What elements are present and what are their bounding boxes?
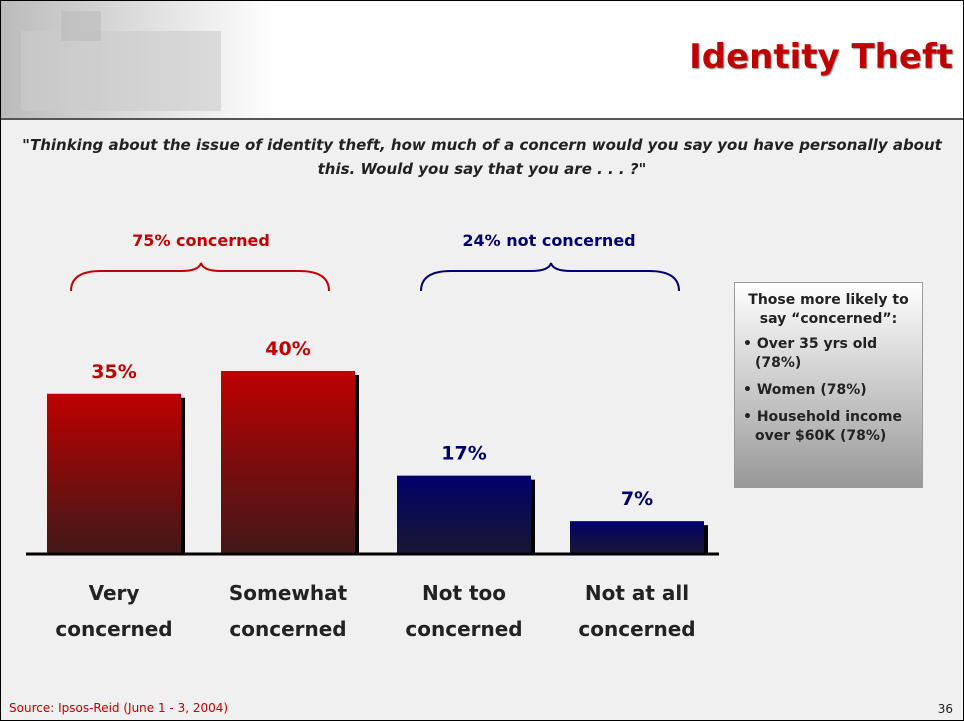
callout: Those more likely to say “concerned”: Ov… (734, 282, 923, 488)
source: Source: Ipsos-Reid (June 1 - 3, 2004) (9, 701, 229, 715)
callout-item: Over 35 yrs old (78%) (743, 335, 914, 373)
category-label: Somewhat concerned (228, 581, 348, 641)
bar (221, 371, 355, 553)
callout-item: Household income over $60K (78%) (743, 408, 914, 446)
value-label: 35% (91, 361, 136, 383)
annotation: 24% not concerned (462, 231, 636, 250)
bar-shadow (704, 525, 708, 553)
category-label: Not too concerned (405, 581, 523, 641)
question: "Thinking about the issue of identity th… (22, 136, 942, 178)
value-label: 7% (621, 488, 653, 510)
value-label: 40% (265, 338, 310, 360)
callout-item: Women (78%) (743, 381, 914, 400)
bar-shadow (531, 479, 535, 553)
header-image (1, 1, 276, 118)
annotation: 75% concerned (132, 231, 270, 250)
callout-title: Those more likely to say “concerned”: (748, 292, 909, 327)
slide-title: Identity Theft (689, 37, 953, 77)
brace (70, 262, 330, 292)
callout-list: Over 35 yrs old (78%) Women (78%) Househol… (743, 335, 914, 446)
bar-shadow (181, 397, 185, 553)
bar (397, 475, 531, 553)
brace (420, 262, 680, 292)
bar-shadow (355, 375, 359, 553)
category-label: Very concerned (55, 581, 173, 641)
bar (47, 393, 181, 553)
bar (570, 521, 704, 553)
value-label: 17% (441, 443, 486, 465)
header (1, 1, 963, 120)
category-label: Not at all concerned (578, 581, 696, 641)
page-number: 36 (937, 702, 953, 716)
